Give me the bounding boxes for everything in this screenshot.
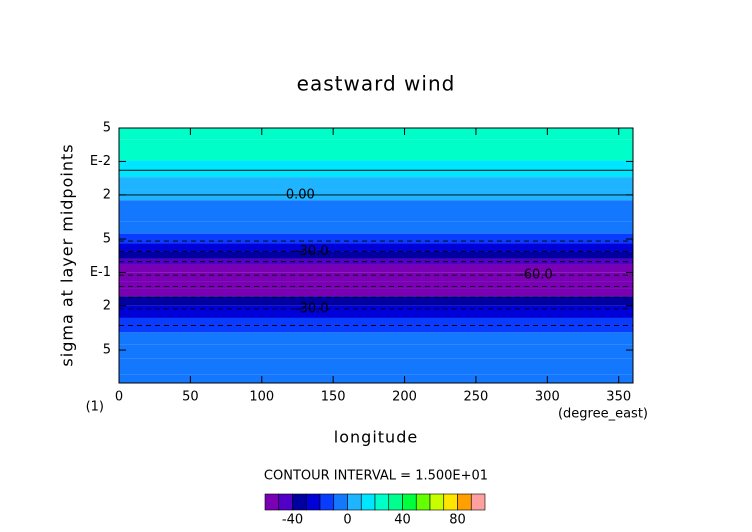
y-unit: (1) xyxy=(86,400,104,415)
x-tick-label: 0 xyxy=(115,390,123,405)
contour-label: 0.00 xyxy=(286,187,315,202)
band xyxy=(119,264,633,273)
band xyxy=(119,139,633,161)
colorbar-box xyxy=(388,493,403,511)
band xyxy=(119,128,633,140)
band xyxy=(119,288,633,297)
band xyxy=(119,177,633,190)
x-tick-label: 100 xyxy=(249,390,274,405)
colorbar-box xyxy=(278,493,293,511)
colorbar-box xyxy=(402,493,417,511)
x-tick-label: 250 xyxy=(464,390,489,405)
band xyxy=(119,221,633,234)
x-axis-label: longitude xyxy=(334,428,418,447)
colorbar-box xyxy=(292,493,307,511)
colorbar-tick-label: 40 xyxy=(394,513,411,528)
colorbar-box xyxy=(264,493,280,511)
colorbar-box xyxy=(374,493,390,511)
colorbar-box xyxy=(305,493,321,511)
band xyxy=(119,305,633,318)
colorbar-tick-label: 0 xyxy=(343,513,351,528)
contour-label: -30.0 xyxy=(295,244,329,259)
band xyxy=(119,281,633,289)
colorbar-box xyxy=(429,493,445,511)
band xyxy=(119,200,633,211)
colorbar-tick-label: 80 xyxy=(449,513,466,528)
x-tick-label: 350 xyxy=(606,390,631,405)
band xyxy=(119,332,633,345)
band xyxy=(119,344,633,359)
y-tick-label: 2 xyxy=(103,298,111,313)
contour-interval: CONTOUR INTERVAL = 1.500E+01 xyxy=(264,469,488,484)
y-tick-label: 5 xyxy=(103,121,111,136)
chart-title: eastward wind xyxy=(297,72,456,96)
band xyxy=(119,243,633,252)
x-tick-label: 200 xyxy=(392,390,417,405)
colorbar-box xyxy=(415,493,431,511)
y-tick-label: 5 xyxy=(103,232,111,247)
y-tick-label: 2 xyxy=(103,187,111,202)
colorbar-box xyxy=(470,493,486,511)
y-tick-label: E-2 xyxy=(90,154,111,169)
band xyxy=(119,374,633,383)
colorbar-box xyxy=(347,493,362,511)
contour-label: -60.0 xyxy=(519,268,553,283)
contour-label: -30.0 xyxy=(295,301,329,316)
x-tick-label: 150 xyxy=(321,390,346,405)
y-axis-label: sigma at layer midpoints xyxy=(58,143,77,366)
band xyxy=(119,210,633,222)
x-unit: (degree_east) xyxy=(558,407,648,422)
colorbar-box xyxy=(333,493,348,511)
colorbar-box xyxy=(443,493,458,511)
y-tick-label: 5 xyxy=(103,343,111,358)
colorbar-box xyxy=(457,493,472,511)
x-tick-label: 300 xyxy=(535,390,560,405)
plot-frame xyxy=(118,127,634,384)
band xyxy=(119,160,633,178)
x-tick-label: 50 xyxy=(182,390,199,405)
band xyxy=(119,296,633,306)
band xyxy=(119,272,633,282)
colorbar-tick-label: -40 xyxy=(282,513,303,528)
band xyxy=(119,358,633,375)
colorbar-box xyxy=(319,493,335,511)
band xyxy=(119,233,633,244)
colorbar-box xyxy=(360,493,376,511)
y-tick-label: E-1 xyxy=(90,265,111,280)
band xyxy=(119,251,633,259)
